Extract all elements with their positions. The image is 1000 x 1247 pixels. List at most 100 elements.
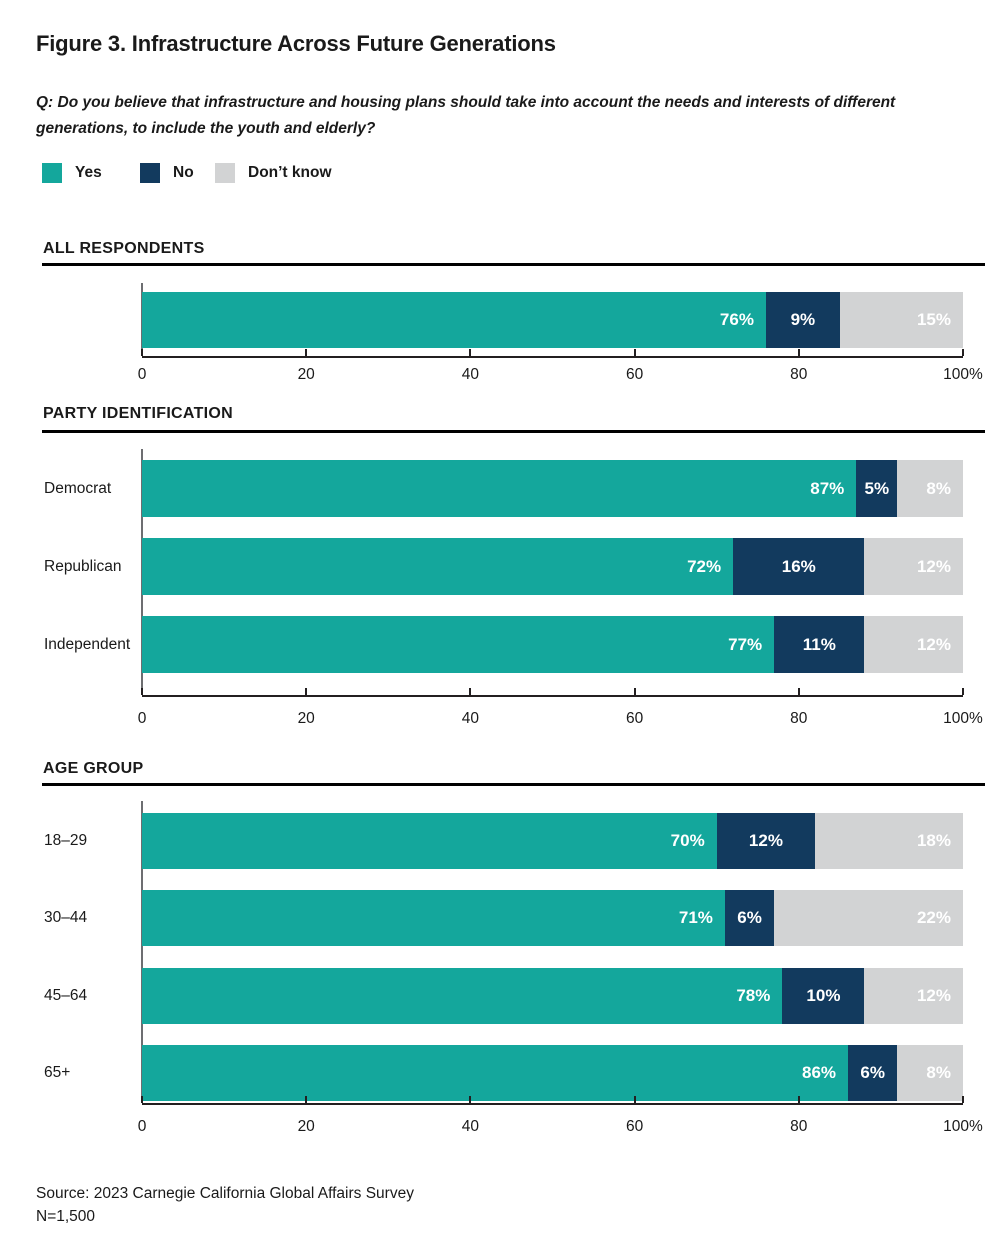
- x-axis-tick-label: 0: [137, 710, 147, 727]
- bar-value-label: 9%: [790, 310, 816, 329]
- x-axis-tick-label: 20: [297, 710, 315, 727]
- x-axis-tick-label: 100%: [943, 366, 983, 383]
- bar-segment-yes: 76%: [142, 292, 766, 348]
- bar-value-label: 6%: [860, 1063, 885, 1082]
- row-label-18-29: 18–29: [44, 832, 88, 849]
- x-axis-tick-label: 0: [137, 366, 147, 383]
- bar-value-label: 71%: [678, 908, 713, 927]
- x-axis-tick-label: 40: [461, 710, 480, 727]
- bar-segment-yes: 86%: [142, 1045, 849, 1101]
- bar-segment-no: 16%: [733, 538, 865, 595]
- section-header-party-identification: PARTY IDENTIFICATION: [43, 405, 233, 422]
- x-axis-tick: [305, 688, 308, 695]
- bar-value-label: 12%: [916, 986, 951, 1005]
- figure-title: Figure 3. Infrastructure Across Future G…: [36, 31, 556, 56]
- bar-segment-no: 11%: [774, 616, 865, 673]
- bar-segment-don-t-know: 8%: [897, 460, 963, 517]
- legend-swatch-no: [140, 163, 160, 183]
- x-axis-tick: [962, 349, 964, 356]
- bar-value-label: 8%: [926, 1063, 951, 1082]
- x-axis-tick-label: 60: [625, 1118, 644, 1135]
- legend-swatch-yes: [42, 163, 62, 183]
- bar-row-45-64: 78% 10% 12%: [142, 968, 963, 1024]
- x-axis-line: [142, 356, 963, 358]
- bar-segment-don-t-know: 18%: [815, 813, 963, 869]
- bar-row-democrat: 87% 5% 8%: [142, 460, 963, 517]
- bar-segment-yes: 71%: [142, 890, 725, 946]
- bar-value-label: 72%: [687, 556, 722, 576]
- bar-segment-yes: 77%: [142, 616, 775, 673]
- bar-value-label: 87%: [810, 478, 845, 498]
- bar-value-label: 6%: [737, 908, 762, 927]
- bar-value-label: 77%: [728, 634, 763, 654]
- section-rule: [42, 263, 985, 266]
- bar-value-label: 11%: [802, 634, 836, 654]
- x-axis-tick-label: 20: [297, 1118, 315, 1135]
- bar-value-label: 86%: [802, 1063, 837, 1082]
- row-label-65: 65+: [44, 1064, 71, 1081]
- x-axis-tick-label: 0: [137, 1118, 147, 1135]
- bar-value-label: 8%: [926, 478, 951, 498]
- bar-segment-yes: 70%: [142, 813, 717, 869]
- bar-value-label: 12%: [916, 634, 951, 654]
- legend-label: Don’t know: [248, 164, 332, 181]
- x-axis-tick: [141, 688, 143, 695]
- y-axis-line: [141, 801, 143, 1103]
- section-header-age-group: AGE GROUP: [43, 760, 144, 777]
- row-label-45-64: 45–64: [44, 987, 88, 1004]
- bar-segment-don-t-know: 12%: [864, 968, 963, 1024]
- x-axis-tick-label: 100%: [943, 710, 983, 727]
- row-label-independent: Independent: [44, 635, 131, 653]
- bar-segment-no: 6%: [724, 890, 775, 946]
- x-axis-tick: [141, 1096, 143, 1103]
- bar-segment-don-t-know: 22%: [774, 890, 963, 946]
- bar-segment-no: 9%: [765, 292, 840, 348]
- x-axis-tick: [797, 688, 800, 695]
- x-axis-tick: [633, 349, 636, 356]
- x-axis-tick-label: 80: [790, 1118, 808, 1135]
- bar-row-republican: 72% 16% 12%: [142, 538, 963, 595]
- bar-row-65: 86% 6% 8%: [142, 1045, 963, 1101]
- x-axis-tick: [962, 1096, 964, 1103]
- x-axis-tick-label: 40: [461, 1118, 480, 1135]
- x-axis-tick: [469, 1096, 472, 1103]
- bar-segment-don-t-know: 8%: [897, 1045, 963, 1101]
- x-axis-tick: [469, 688, 472, 695]
- row-label-democrat: Democrat: [44, 479, 112, 497]
- legend-swatch-don-t-know: [215, 163, 235, 183]
- row-label-republican: Republican: [44, 557, 122, 575]
- bar-segment-yes: 78%: [142, 968, 783, 1024]
- legend-item-don-t-know: Don’t know: [215, 163, 332, 183]
- legend-label: No: [173, 164, 194, 181]
- bar-segment-don-t-know: 12%: [864, 538, 963, 595]
- bar-segment-don-t-know: 12%: [864, 616, 963, 673]
- section-rule: [42, 783, 985, 786]
- bar-segment-no: 6%: [848, 1045, 898, 1101]
- x-axis-tick-label: 80: [790, 710, 808, 727]
- x-axis-tick-label: 80: [790, 366, 808, 383]
- bar-row: 76% 9% 15%: [142, 292, 963, 348]
- bar-value-label: 10%: [806, 986, 841, 1005]
- bar-row-independent: 77% 11% 12%: [142, 616, 963, 673]
- bar-value-label: 15%: [916, 310, 951, 329]
- bar-value-label: 18%: [916, 831, 951, 850]
- x-axis-tick: [962, 688, 964, 695]
- legend-label: Yes: [75, 164, 102, 181]
- x-axis-tick: [141, 349, 143, 356]
- x-axis-line: [142, 1103, 963, 1105]
- x-axis-tick: [305, 1096, 308, 1103]
- x-axis-tick-label: 60: [625, 366, 644, 383]
- legend-item-no: No: [140, 163, 194, 183]
- row-label-30-44: 30–44: [44, 909, 88, 926]
- x-axis-tick: [797, 349, 800, 356]
- section-header-all-respondents: ALL RESPONDENTS: [43, 240, 205, 257]
- x-axis-tick-label: 100%: [943, 1118, 983, 1135]
- bar-value-label: 22%: [916, 908, 951, 927]
- bar-segment-don-t-know: 15%: [839, 292, 963, 348]
- bar-segment-no: 12%: [716, 813, 816, 869]
- x-axis-tick-label: 20: [297, 366, 315, 383]
- bar-segment-no: 10%: [782, 968, 865, 1024]
- bar-value-label: 70%: [670, 831, 705, 850]
- x-axis-tick: [797, 1096, 800, 1103]
